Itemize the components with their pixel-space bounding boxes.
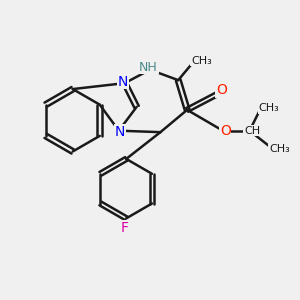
Text: CH₃: CH₃	[259, 103, 279, 113]
Text: O: O	[216, 83, 227, 97]
Text: O: O	[220, 124, 231, 138]
Text: CH: CH	[244, 126, 260, 136]
Text: F: F	[121, 221, 129, 235]
Text: NH: NH	[139, 61, 158, 74]
Text: CH₃: CH₃	[269, 143, 290, 154]
Text: N: N	[118, 75, 128, 88]
Text: N: N	[115, 125, 125, 139]
Text: CH₃: CH₃	[191, 56, 212, 66]
